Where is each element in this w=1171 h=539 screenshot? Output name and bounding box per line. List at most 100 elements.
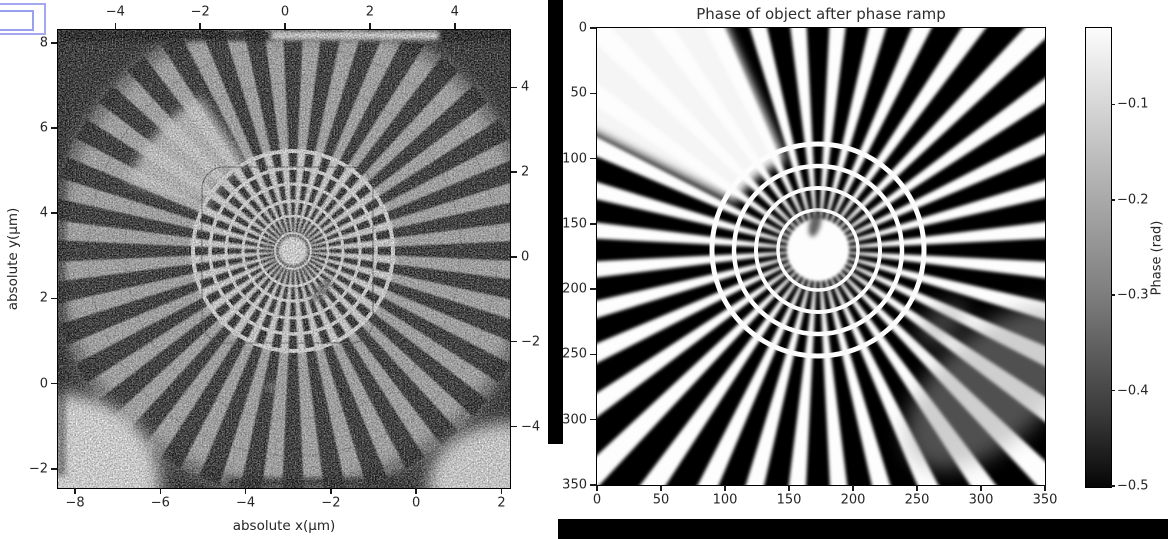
- siemens-star-noisy-image: [57, 29, 510, 488]
- colorbar-label: Phase (rad): [1149, 220, 1165, 296]
- tick-label: 250: [562, 346, 587, 362]
- tick-label: −2: [190, 4, 210, 20]
- tick-mark: [500, 488, 503, 494]
- colorbar: [1085, 27, 1112, 488]
- tick-mark: [51, 127, 57, 129]
- tick-label: −2: [28, 461, 48, 477]
- tick-label: −8: [65, 495, 85, 511]
- siemens-star-phase-image: [597, 28, 1045, 485]
- tick-label: 6: [39, 120, 48, 136]
- selection-rectangle-outer: [0, 3, 46, 35]
- tick-label: 300: [562, 412, 587, 428]
- tick-label: 50: [652, 492, 670, 508]
- tick-label: −0.3: [1117, 287, 1149, 303]
- tick-label: −0.4: [1117, 383, 1149, 399]
- tick-mark: [51, 212, 57, 214]
- tick-label: 2: [497, 495, 506, 511]
- tick-mark: [916, 485, 918, 491]
- tick-label: 0: [578, 20, 587, 36]
- tick-label: 4: [39, 205, 48, 221]
- tick-label: −0.5: [1117, 478, 1149, 494]
- tick-mark: [199, 23, 201, 29]
- tick-label: 0: [412, 495, 421, 511]
- tick-label: 250: [904, 492, 930, 508]
- letterbox-bar-bottom: [558, 519, 1168, 539]
- tick-mark: [590, 27, 596, 29]
- tick-label: 50: [570, 85, 587, 101]
- tick-mark: [590, 157, 596, 160]
- tick-mark: [114, 23, 117, 29]
- tick-mark: [1111, 294, 1115, 296]
- tick-mark: [511, 340, 517, 343]
- tick-mark: [454, 23, 456, 29]
- tick-mark: [284, 23, 286, 29]
- tick-label: 0: [280, 4, 290, 20]
- tick-mark: [590, 418, 596, 421]
- right-plot-area: [596, 27, 1046, 486]
- tick-mark: [980, 485, 982, 491]
- tick-label: 0: [39, 376, 48, 392]
- left-xaxis-label: absolute x(μm): [232, 518, 336, 534]
- tick-mark: [788, 485, 790, 491]
- tick-mark: [51, 297, 57, 300]
- divider-bar-vertical: [548, 0, 563, 444]
- tick-label: −0.2: [1117, 192, 1149, 208]
- tick-mark: [51, 42, 57, 44]
- tick-label: −4: [521, 419, 541, 434]
- tick-mark: [330, 488, 332, 494]
- tick-label: 200: [562, 281, 587, 297]
- tick-mark: [1044, 485, 1046, 491]
- tick-label: 4: [450, 4, 459, 20]
- tick-mark: [1111, 103, 1115, 106]
- tick-label: 0: [521, 249, 530, 265]
- tick-label: −6: [150, 495, 170, 511]
- tick-mark: [415, 488, 417, 494]
- tick-label: 2: [39, 290, 48, 306]
- tick-label: 0: [592, 492, 602, 508]
- tick-mark: [511, 86, 517, 88]
- tick-label: 350: [562, 477, 587, 493]
- tick-mark: [724, 485, 726, 491]
- tick-label: −0.1: [1117, 96, 1149, 112]
- tick-label: 8: [39, 35, 48, 51]
- tick-mark: [244, 488, 247, 494]
- tick-mark: [590, 353, 596, 356]
- tick-mark: [852, 485, 854, 491]
- tick-mark: [596, 485, 598, 491]
- tick-label: 100: [712, 492, 738, 508]
- tick-label: 4: [521, 79, 530, 95]
- tick-label: 350: [1032, 492, 1058, 508]
- tick-mark: [590, 223, 596, 225]
- tick-label: 2: [521, 164, 530, 180]
- tick-mark: [1111, 485, 1115, 487]
- tick-label: −2: [521, 334, 541, 350]
- tick-mark: [51, 468, 57, 470]
- tick-label: −2: [321, 495, 341, 511]
- left-plot-area: [56, 28, 511, 489]
- tick-mark: [511, 171, 517, 173]
- tick-label: −4: [105, 4, 125, 20]
- tick-label: −4: [236, 495, 256, 511]
- right-plot-title: Phase of object after phase ramp: [696, 5, 946, 23]
- tick-label: 200: [840, 492, 866, 508]
- tick-mark: [1111, 199, 1115, 201]
- tick-mark: [590, 288, 596, 290]
- tick-mark: [369, 23, 371, 29]
- tick-mark: [590, 92, 596, 95]
- tick-mark: [660, 485, 662, 491]
- tick-mark: [511, 256, 517, 258]
- tick-label: 150: [562, 216, 587, 232]
- tick-mark: [590, 484, 596, 486]
- tick-label: 300: [968, 492, 994, 508]
- tick-label: 2: [365, 4, 375, 20]
- selection-rectangle-inner: [0, 10, 34, 31]
- tick-mark: [51, 382, 57, 385]
- tick-mark: [511, 425, 517, 428]
- tick-mark: [1111, 389, 1115, 392]
- tick-label: 100: [562, 151, 587, 167]
- tick-mark: [74, 488, 76, 494]
- tick-label: 150: [776, 492, 802, 508]
